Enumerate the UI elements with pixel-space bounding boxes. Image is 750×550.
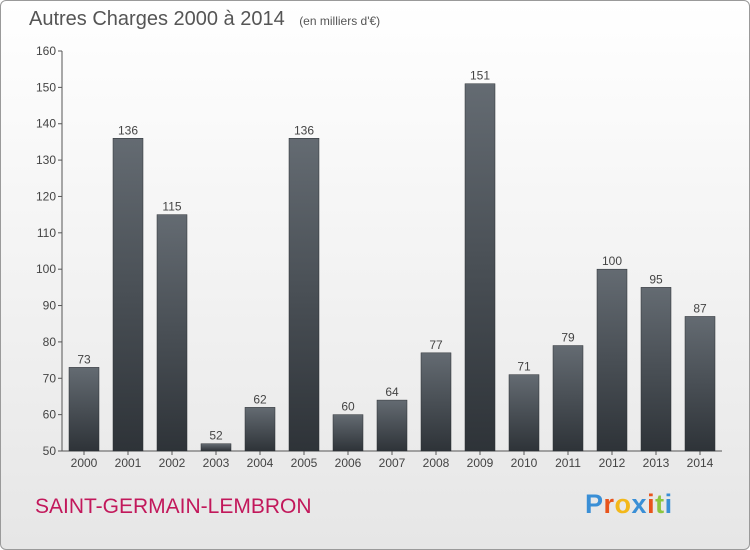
brand-letter: P [585, 489, 604, 519]
y-axis: 50 60 70 80 90 100 110 120 130 140 150 160 [36, 44, 63, 458]
brand-logo: Proxiti [585, 489, 673, 520]
x-tick-label: 2000 [71, 456, 98, 470]
bar-2007 [376, 399, 408, 452]
x-tick-label: 2010 [511, 456, 538, 470]
x-tick-label: 2013 [643, 456, 670, 470]
y-tick-label: 140 [36, 117, 56, 131]
y-tick-label: 130 [36, 153, 56, 167]
data-label: 71 [517, 360, 531, 374]
y-tick-label: 60 [43, 408, 57, 422]
bar-2005 [288, 138, 320, 452]
bar-2009 [464, 83, 496, 452]
data-label: 60 [341, 400, 355, 414]
bar-series [68, 83, 716, 452]
y-tick-label: 80 [43, 335, 57, 349]
data-label: 64 [385, 385, 399, 399]
bar-2008 [420, 352, 452, 452]
brand-letter: x [631, 489, 648, 519]
data-label: 100 [602, 254, 622, 268]
x-tick-label: 2011 [555, 456, 581, 470]
chart-title: Autres Charges 2000 à 2014 (en milliers … [29, 8, 380, 31]
data-label: 151 [470, 69, 490, 83]
data-label: 136 [294, 123, 314, 137]
bar-2006 [332, 414, 364, 452]
data-label: 136 [118, 123, 138, 137]
y-tick-label: 120 [36, 189, 56, 203]
data-label: 95 [649, 272, 663, 286]
bar-2011 [552, 345, 584, 452]
city-name: SAINT-GERMAIN-LEMBRON [35, 495, 312, 518]
y-tick-label: 70 [43, 371, 57, 385]
x-axis: 2000 2001 2002 2003 2004 2005 2006 2007 2008 2009… [62, 450, 722, 470]
y-tick-label: 50 [43, 444, 57, 458]
bar-2004 [244, 407, 276, 452]
bar-2013 [640, 287, 672, 452]
x-tick-label: 2014 [687, 456, 714, 470]
data-label: 79 [561, 331, 575, 345]
x-tick-label: 2012 [599, 456, 626, 470]
x-tick-label: 2005 [291, 456, 318, 470]
bar-2000 [68, 367, 100, 452]
x-tick-label: 2002 [159, 456, 186, 470]
y-tick-label: 160 [36, 44, 56, 58]
chart-title-text: Autres Charges 2000 à 2014 [29, 8, 285, 30]
data-label: 87 [693, 301, 707, 315]
chart-unit-subtitle: (en milliers d'€) [299, 14, 381, 28]
y-tick-label: 100 [36, 262, 56, 276]
brand-letter: r [603, 489, 615, 519]
bar-2012 [596, 268, 628, 452]
data-label: 115 [162, 200, 181, 214]
data-label: 62 [253, 392, 267, 406]
y-tick-label: 90 [43, 299, 57, 313]
data-labels: 73 136 115 52 62 136 60 64 77 151 71 79 100 95 87 [77, 69, 707, 443]
y-tick-label: 110 [37, 226, 56, 240]
data-label: 77 [429, 338, 443, 352]
y-tick-label: 150 [36, 80, 56, 94]
bar-2002 [156, 214, 188, 452]
brand-letter: o [614, 489, 632, 519]
brand-letter: t [655, 489, 665, 519]
brand-letter: i [664, 489, 673, 519]
x-tick-label: 2001 [115, 456, 142, 470]
x-tick-label: 2004 [247, 456, 274, 470]
x-tick-label: 2008 [423, 456, 450, 470]
bar-2001 [112, 138, 144, 452]
x-tick-label: 2003 [203, 456, 230, 470]
bar-2003 [200, 443, 232, 452]
data-label: 52 [209, 429, 223, 443]
x-tick-label: 2007 [379, 456, 406, 470]
data-label: 73 [77, 352, 91, 366]
brand-letter: i [647, 489, 656, 519]
x-tick-label: 2009 [467, 456, 494, 470]
bar-2010 [508, 374, 540, 452]
bar-2014 [684, 316, 716, 452]
x-tick-label: 2006 [335, 456, 362, 470]
